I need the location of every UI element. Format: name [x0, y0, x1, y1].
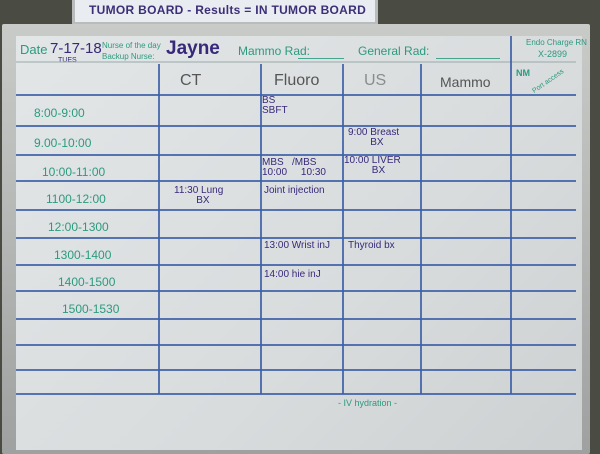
whiteboard: Date 7-17-18 TUES Nurse of the day Backu… [16, 36, 587, 450]
tumor-board-text: TUMOR BOARD - Results = IN TUMOR BOARD [89, 3, 367, 17]
endo-charge-label: Endo Charge RN [526, 38, 587, 47]
column-divider [342, 64, 344, 394]
mammo-rad-label: Mammo Rad: [238, 44, 311, 58]
time-slot: 1300-1400 [54, 248, 112, 262]
fluoro-entry: MBS /MBS 10:00 10:30 [262, 157, 326, 178]
grid-line [16, 393, 576, 395]
time-slot: 1400-1500 [58, 275, 116, 289]
grid-line [16, 125, 576, 127]
fluoro-entry: BS SBFT [262, 95, 288, 116]
time-slot: 8:00-9:00 [34, 106, 85, 120]
general-rad-blank [436, 58, 500, 59]
time-slot: 9.00-10:00 [34, 136, 92, 150]
time-slot: 1500-1530 [62, 302, 120, 316]
day: TUES [58, 57, 77, 64]
grid-line [16, 180, 576, 182]
fluoro-entry: 14:00 hie inJ [264, 269, 321, 280]
grid-line [16, 237, 576, 239]
nurse-of-day-label: Nurse of the day [102, 41, 161, 50]
time-slot: 1100-12:00 [46, 192, 106, 206]
date-label: Date [20, 42, 48, 57]
date: 7-17-18 [50, 40, 102, 57]
grid-line [16, 154, 576, 156]
time-slot: 10:00-11:00 [42, 165, 106, 179]
column-fluoro: Fluoro [274, 72, 320, 89]
grid-line [16, 290, 576, 292]
port-access-label: Port access [531, 68, 566, 95]
mammo-rad-blank [298, 58, 344, 59]
grid-line [16, 369, 576, 371]
column-ct: CT [180, 72, 202, 89]
ct-entry: 11:30 Lung BX [174, 185, 224, 206]
footer-note: - IV hydration - [338, 398, 398, 408]
fluoro-entry: Joint injection [264, 185, 325, 196]
grid-line [16, 61, 576, 63]
grid-line [16, 318, 576, 320]
us-entry: 9:00 Breast BX [348, 127, 400, 148]
time-slot: 12:00-1300 [48, 220, 109, 234]
column-divider [420, 64, 422, 394]
column-us: US [364, 72, 387, 89]
grid-line [16, 209, 576, 211]
endo-extension: X-2899 [538, 49, 568, 59]
fluoro-entry: 13:00 Wrist inJ [264, 240, 330, 251]
us-entry: Thyroid bx [348, 240, 395, 251]
tumor-board-sign: TUMOR BOARD - Results = IN TUMOR BOARD [72, 0, 378, 25]
us-entry: 10:00 LIVER BX [344, 155, 401, 176]
grid-line [16, 94, 576, 96]
nm-label: NM [516, 68, 530, 78]
nurse-name: Jayne [166, 38, 220, 59]
grid-line [16, 344, 576, 346]
grid-line [16, 264, 576, 266]
column-divider [260, 64, 262, 394]
general-rad-label: General Rad: [358, 44, 430, 58]
column-divider [158, 64, 160, 394]
column-divider [510, 36, 512, 394]
backup-nurse-label: Backup Nurse: [102, 52, 155, 61]
column-mammo: Mammo [440, 74, 491, 90]
